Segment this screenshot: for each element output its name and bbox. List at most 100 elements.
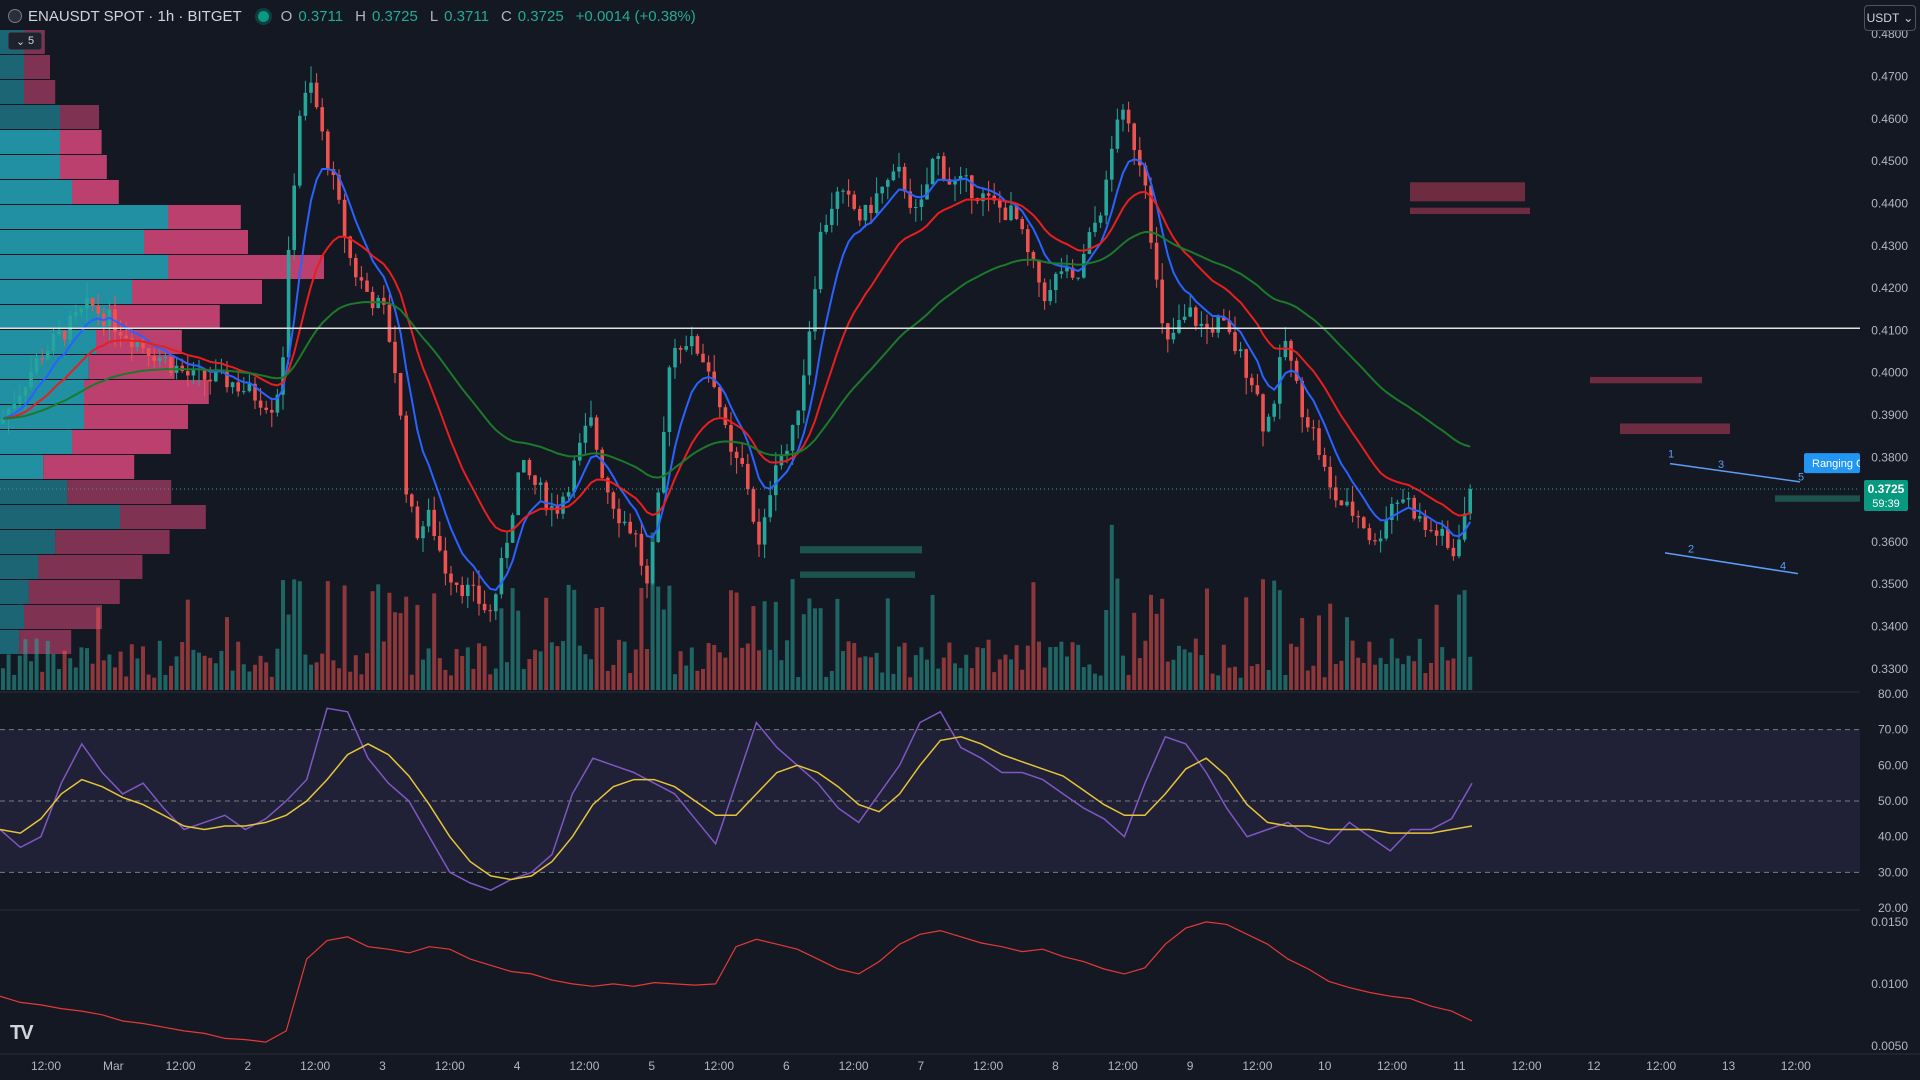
volume-bar [919,647,924,690]
candle-body [1345,501,1349,506]
volume-profile-up-bar [0,630,20,654]
volume-bar [152,677,157,690]
candle-body [309,82,313,93]
volume-bar [891,673,896,690]
candle-body [1216,316,1220,333]
volume-bar [163,674,168,690]
candle-body [477,585,481,604]
candle-body [606,477,610,493]
volume-bar [1037,641,1041,690]
volume-bar [1328,603,1333,690]
volume-bar [1,668,5,690]
time-tick-label: 12:00 [435,1059,465,1073]
candle-body [718,387,722,408]
volume-bar [241,664,246,690]
volume-bar [1417,638,1422,690]
volume-profile-up-bar [0,455,44,479]
volume-bar [617,639,621,690]
volume-bar [1042,667,1047,690]
volume-bar [505,662,509,690]
time-tick-label: 12:00 [1512,1059,1542,1073]
volume-bar [768,649,773,690]
volume-bar [1216,675,1221,690]
candle-body [1390,503,1394,520]
atr-tick-label: 0.0150 [1871,915,1908,929]
volume-bar [219,650,224,690]
candle-body [1132,123,1136,151]
candle-body [258,400,263,408]
candle-body [51,334,56,351]
volume-profile-down-bar [120,505,206,529]
volume-profile-up-bar [0,355,89,379]
volume-bar [953,663,957,690]
volume-profile-down-bar [67,480,172,504]
candle-body [342,199,347,237]
volume-bar [521,668,526,690]
close-label: C [500,7,512,25]
volume-bar [1401,664,1405,690]
low-label: L [429,7,439,25]
volume-bar [174,656,179,690]
candle-body [998,200,1002,208]
candle-body [242,391,246,393]
candle-body [594,417,599,450]
candle-body [1104,179,1108,216]
candle-body [527,460,532,476]
candle-body [191,369,196,376]
candle-body [1210,328,1215,333]
indicators-toggle-button[interactable]: ⌄ 5 [8,32,42,50]
candle-body [617,508,621,524]
currency-select[interactable]: USDT ⌄ [1864,5,1916,31]
volume-profile-down-bar [132,280,262,304]
volume-bar [874,652,879,690]
volume-bar [639,587,644,690]
volume-bar [29,661,33,690]
volume-bar [1154,613,1159,690]
volume-bar [381,641,386,690]
candle-body [471,584,476,586]
volume-bar [684,665,689,690]
volume-bar [1255,664,1260,690]
volume-bar [1149,594,1153,690]
candle-body [902,166,907,192]
volume-profile-up-bar [0,230,144,254]
candle-body [1054,273,1058,291]
volume-bar [365,653,369,690]
volume-bar [292,579,297,690]
candle-body [1278,357,1282,404]
volume-bar [1272,580,1277,690]
volume-bar [885,598,890,690]
candle-body [68,315,72,340]
candle-body [46,350,50,360]
volume-profile-up-bar [0,605,24,629]
candle-body [662,432,666,493]
candle-body [454,582,459,585]
candle-body [1451,547,1456,557]
candle-body [298,115,302,186]
volume-bar [1104,609,1109,690]
candle-body [348,236,352,258]
symbol-title[interactable]: ENAUSDT SPOT · 1h · BITGET [28,7,242,25]
order-block-zone [1620,423,1730,435]
volume-profile-up-bar [0,580,29,604]
candle-body [1306,417,1310,428]
tradingview-logo-icon[interactable]: TV [10,1022,34,1044]
candle-body [326,131,330,170]
order-block-zone [1775,495,1860,502]
open-value: 0.3711 [298,7,344,25]
volume-profile-up-bar [0,480,68,504]
volume-bar [538,651,543,690]
candle-body [863,204,868,221]
candle-body [1238,349,1243,352]
candle-body [202,369,207,380]
time-tick-label: 12:00 [300,1059,330,1073]
candle-body [303,92,308,116]
volume-bar [751,606,756,690]
volume-bar [1210,673,1215,690]
volume-bar [1227,667,1232,690]
volume-bar [813,608,817,690]
candle-body [1138,150,1142,166]
candle-body [79,308,84,313]
ena-coin-icon[interactable] [8,9,22,23]
